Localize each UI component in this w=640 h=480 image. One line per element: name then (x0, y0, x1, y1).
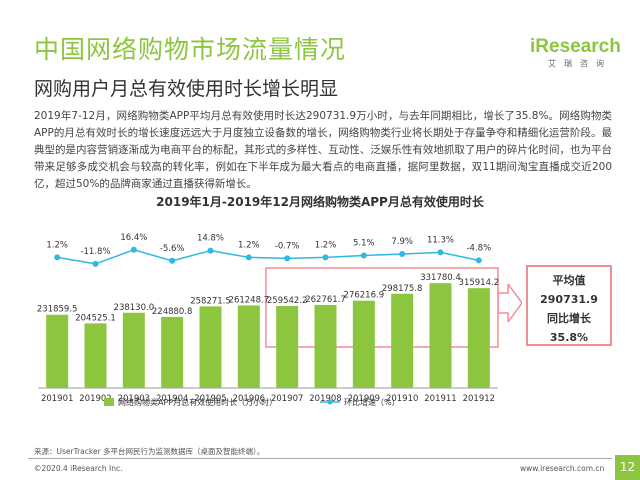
growth-label-201909: 5.1% (353, 238, 375, 248)
legend-bar-label: 网络购物类APP月总有效使用时长（万小时） (118, 397, 277, 407)
growth-label-201904: -5.6% (160, 244, 185, 254)
legend-bar-swatch (104, 398, 114, 406)
bar-201906 (237, 305, 260, 388)
legend-line-marker (327, 399, 333, 405)
bar-label-201907: 259542.2 (267, 296, 308, 306)
growth-label-201912: -4.8% (466, 243, 491, 253)
x-tick-201911: 201911 (424, 394, 456, 404)
page-title: 中国网络购物市场流量情况 (34, 35, 347, 64)
bar-label-201910: 298175.8 (382, 284, 423, 294)
growth-point-201907 (284, 255, 291, 262)
bar-201902 (84, 323, 107, 388)
bar-label-201905: 258271.5 (190, 296, 231, 306)
bar-label-201912: 315914.2 (459, 278, 500, 288)
x-tick-201903: 201903 (118, 394, 150, 404)
footer-url: www.iresearch.com.cn (520, 464, 605, 473)
growth-point-201909 (360, 252, 367, 259)
chart-title: 2019年1月-2019年12月网络购物类APP月总有效使用时长 (156, 195, 484, 209)
growth-point-201905 (207, 247, 214, 254)
growth-label-201908: 1.2% (315, 240, 337, 250)
bar-label-201904: 224880.8 (152, 307, 193, 317)
growth-label-201911: 11.3% (427, 235, 454, 245)
growth-point-201911 (437, 249, 444, 256)
x-tick-201909: 201909 (348, 394, 380, 404)
callout-growth-value: 35.8% (549, 331, 589, 344)
growth-label-201906: 1.2% (238, 240, 260, 250)
usage-chart: 231859.5 201901 204525.1 201902 238130.0 2019… (37, 233, 500, 407)
footer-divider (28, 458, 612, 459)
logo-text: iResearch (530, 36, 621, 57)
x-tick-201902: 201902 (79, 394, 111, 404)
x-tick-201912: 201912 (463, 394, 495, 404)
growth-point-201902 (92, 260, 99, 267)
iresearch-logo: iResearch 艾瑞咨询 (530, 36, 621, 76)
bar-label-201906: 261248.7 (229, 295, 270, 305)
x-tick-201908: 201908 (309, 394, 341, 404)
growth-label-201905: 14.8% (197, 234, 224, 244)
bar-201904 (161, 316, 184, 388)
x-tick-201906: 201906 (233, 394, 265, 404)
bar-201903 (122, 312, 145, 388)
growth-label-201901: 1.2% (46, 240, 68, 250)
growth-label-201903: 16.4% (120, 233, 147, 243)
bar-201909 (352, 300, 375, 388)
growth-point-201904 (169, 257, 176, 264)
growth-point-201908 (322, 254, 329, 261)
growth-point-201910 (399, 251, 406, 258)
growth-point-201903 (130, 246, 137, 253)
average-callout: 平均值 290731.9 同比增长 35.8% (526, 265, 612, 346)
x-tick-201904: 201904 (156, 394, 188, 404)
bar-201910 (391, 293, 414, 388)
bar-201905 (199, 306, 222, 388)
x-tick-201901: 201901 (41, 394, 73, 404)
bar-label-201903: 238130.0 (114, 303, 155, 313)
growth-point-201906 (245, 254, 252, 261)
footer-copyright: ©2020.4 iResearch Inc. (34, 464, 123, 473)
growth-label-201907: -0.7% (275, 241, 300, 251)
growth-point-201901 (54, 254, 61, 261)
growth-label-201910: 7.9% (391, 237, 413, 247)
growth-label-201902: -11.8% (80, 247, 110, 257)
page-number: 12 (619, 460, 636, 474)
summary-paragraph: 2019年7-12月，网络购物类APP平均月总有效使用时长达290731.9万小… (34, 110, 612, 190)
bar-201907 (276, 305, 299, 388)
bar-label-201908: 262761.7 (305, 295, 346, 305)
bar-label-201901: 231859.5 (37, 305, 78, 315)
x-tick-201910: 201910 (386, 394, 418, 404)
x-tick-201907: 201907 (271, 394, 303, 404)
bar-201901 (46, 314, 69, 388)
callout-avg-label: 平均值 (552, 274, 586, 287)
growth-line (57, 249, 479, 265)
bar-label-201902: 204525.1 (75, 313, 116, 323)
page-subtitle: 网购用户月总有效使用时长增长明显 (34, 78, 339, 100)
bar-201912 (467, 288, 490, 388)
arrow-right-icon (498, 284, 522, 322)
callout-avg-value: 290731.9 (540, 293, 598, 306)
source-note: 来源：UserTracker 多平台网民行为监测数据库（桌面及智能终端）。 (34, 447, 265, 456)
page-number-tab: 12 (615, 455, 640, 480)
callout-growth-label: 同比增长 (547, 312, 591, 325)
bar-label-201909: 276216.9 (344, 291, 385, 301)
bar-201911 (429, 283, 452, 388)
logo-subtext: 艾瑞咨询 (548, 59, 612, 68)
growth-point-201912 (475, 257, 482, 264)
bar-label-201911: 331780.4 (420, 273, 461, 283)
legend-line-label: 环比增速（%） (344, 397, 400, 407)
x-tick-201905: 201905 (194, 394, 226, 404)
bar-201908 (314, 304, 337, 388)
